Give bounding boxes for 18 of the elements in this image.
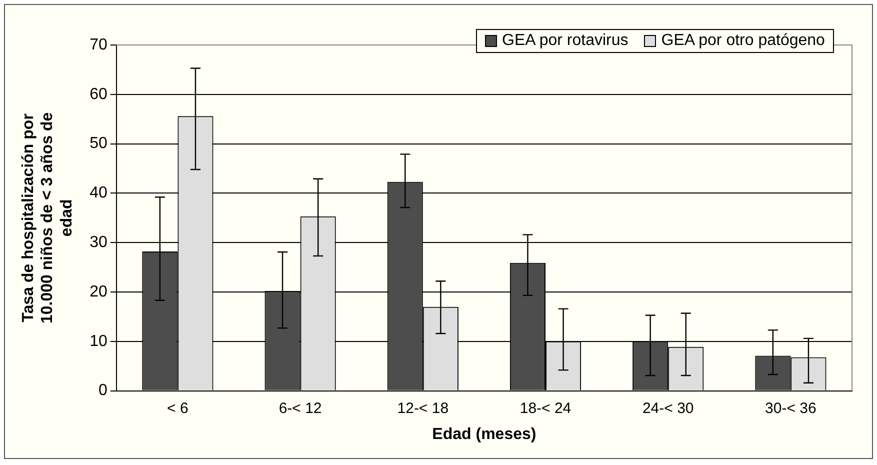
y-tick-label: 10 [90, 332, 108, 350]
y-tick-label: 40 [90, 184, 108, 202]
y-tick-label: 60 [90, 86, 108, 103]
x-tick-label: 6-< 12 [278, 400, 322, 417]
x-tick-label: 24-< 30 [642, 400, 694, 417]
x-tick-label: < 6 [167, 400, 188, 417]
x-tick-label: 30-< 36 [765, 400, 816, 417]
y-tick-label: 50 [90, 135, 108, 152]
x-tick-label: 12-< 18 [397, 400, 449, 417]
y-tick-label: 70 [90, 36, 108, 54]
y-tick-label: 20 [90, 283, 108, 300]
x-tick-label: 18-< 24 [520, 400, 572, 417]
y-tick-label: 30 [90, 234, 108, 252]
legend-label: GEA por rotavirus [502, 32, 628, 50]
legend-label: GEA por otro patógeno [661, 32, 825, 50]
y-tick-label: 0 [98, 382, 108, 400]
y-axis-title: Tasa de hospitalización por 10.000 niños de < 3 años de edad [20, 112, 76, 324]
x-axis-title: Edad (meses) [432, 426, 536, 443]
